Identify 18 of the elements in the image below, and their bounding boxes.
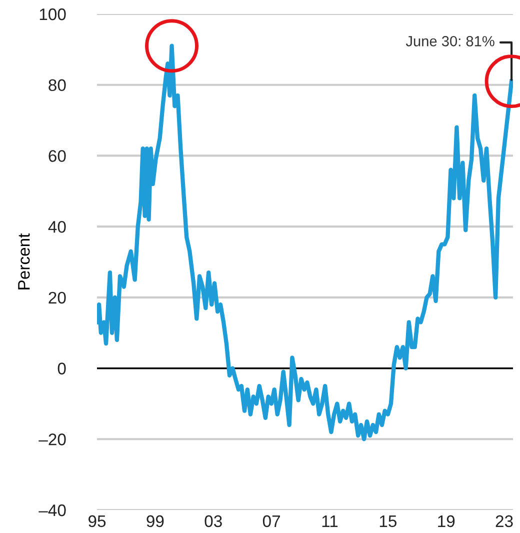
x-tick-label: 19 <box>438 515 455 528</box>
x-tick-label: 23 <box>496 515 513 528</box>
y-tick-label: 100 <box>40 8 66 20</box>
x-tick-label: 11 <box>322 515 338 527</box>
y-tick-label: –20 <box>38 434 66 446</box>
y-tick-label: 40 <box>48 220 66 233</box>
x-tick-label: 99 <box>146 515 164 528</box>
x-tick-label: 15 <box>380 515 396 528</box>
annotation: June 30: 81% <box>406 36 494 46</box>
x-tick-label: 95 <box>88 515 106 528</box>
x-tick-label: 07 <box>262 515 280 528</box>
y-tick-label: 20 <box>48 292 66 304</box>
x-tick-label: 03 <box>204 515 222 528</box>
y-axis-title: Percent <box>18 233 30 290</box>
y-tick-label: 60 <box>48 150 66 162</box>
y-tick-label: 0 <box>58 362 66 374</box>
y-tick-label: 80 <box>48 79 66 92</box>
y-tick-label: –40 <box>38 504 66 516</box>
